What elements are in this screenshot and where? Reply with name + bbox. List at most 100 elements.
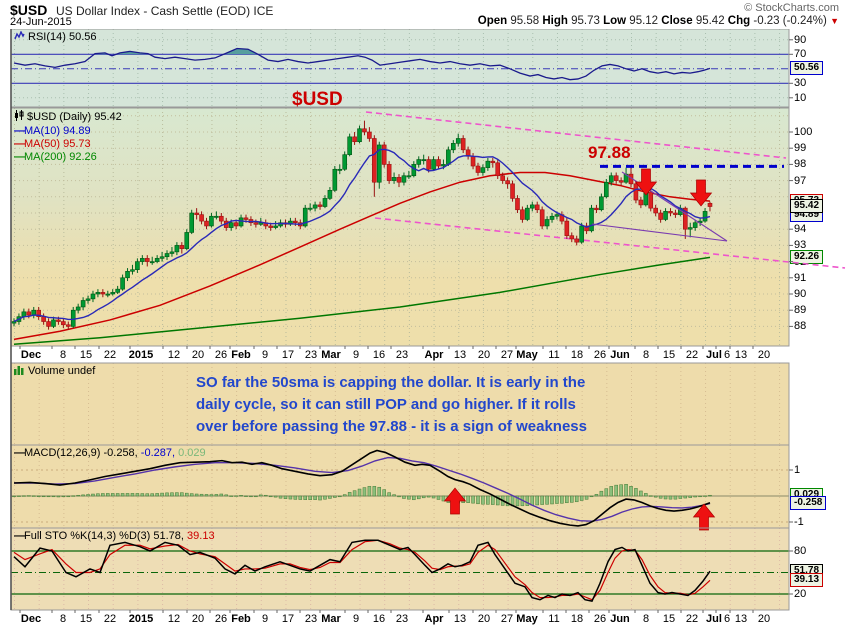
macd-signal-value: -0.287, <box>140 447 176 459</box>
x-axis-label: Jul <box>706 613 722 625</box>
x-axis-label: 22 <box>103 349 117 361</box>
close-label: Close <box>661 15 693 27</box>
x-axis-label: 9 <box>261 349 269 361</box>
x-axis-label: Dec <box>20 349 42 361</box>
x-axis-label: May <box>516 349 538 361</box>
x-axis-label: 2015 <box>128 349 154 361</box>
x-axis-label: Dec <box>20 613 42 625</box>
ma50-swatch-icon: — <box>14 138 25 150</box>
note-line-2: daily cycle, so it can still POP and go … <box>196 396 576 413</box>
x-axis-label: 8 <box>59 349 67 361</box>
ma50-legend: —MA(50) 95.73 <box>14 138 91 150</box>
current-value-box: 95.73 <box>790 194 824 209</box>
x-axis-label: 23 <box>395 613 409 625</box>
x-axis-label: 20 <box>477 613 491 625</box>
note-line-1: SO far the 50sma is capping the dollar. … <box>196 374 586 391</box>
x-axis-label: 26 <box>214 349 228 361</box>
susd-annotation: $USD <box>292 89 343 110</box>
y-axis-tick: 1 <box>794 464 801 476</box>
chg-label: Chg <box>727 15 751 27</box>
x-axis-label: Feb <box>231 613 251 625</box>
y-axis-tick: 90 <box>794 33 807 46</box>
x-axis-label: Feb <box>231 349 251 361</box>
y-axis-tick: 97 <box>794 174 807 187</box>
x-axis-label: 23 <box>395 349 409 361</box>
x-axis-label: Jun <box>610 613 630 625</box>
x-axis-label: 11 <box>548 349 560 361</box>
x-axis-label: Mar <box>321 349 341 361</box>
volume-legend: Volume undef <box>14 365 95 378</box>
x-axis-label: 13 <box>734 613 748 625</box>
symbol: $USD <box>10 2 48 18</box>
y-axis-tick: 98 <box>794 158 807 171</box>
current-value-box: 92.26 <box>790 250 824 265</box>
change-down-triangle-icon: ▼ <box>830 16 839 26</box>
x-axis-label: 20 <box>477 349 491 361</box>
x-axis-label: Mar <box>321 613 341 625</box>
macd-hist-value: 0.029 <box>178 447 206 459</box>
x-axis-label: 12 <box>167 613 181 625</box>
x-axis-label: 12 <box>167 349 181 361</box>
x-axis-label: 16 <box>372 613 386 625</box>
rsi-line-icon <box>14 30 25 44</box>
current-value-box: -0.258 <box>790 495 827 510</box>
y-axis-tick: 80 <box>794 545 807 557</box>
rsi-panel <box>11 29 789 107</box>
x-axis-label: 22 <box>685 349 699 361</box>
x-axis-label: Jul <box>706 349 722 361</box>
ma200-legend: —MA(200) 92.26 <box>14 151 97 163</box>
macd-legend: —MACD(12,26,9) -0.258, -0.287, 0.029 <box>14 447 206 459</box>
rsi-legend-text: RSI(14) 50.56 <box>28 31 97 43</box>
x-axis-label: 8 <box>642 613 650 625</box>
x-axis-label: Jun <box>610 349 630 361</box>
x-axis-label: 13 <box>453 349 467 361</box>
x-axis-label: 13 <box>453 613 467 625</box>
x-axis-label: 9 <box>261 613 269 625</box>
y-axis-tick: 100 <box>794 126 813 138</box>
candlestick-icon <box>14 110 24 125</box>
resistance-annotation: 97.88 <box>588 143 631 162</box>
x-axis-label: Apr <box>424 349 444 361</box>
x-axis-label: 20 <box>191 349 205 361</box>
y-axis-tick: 70 <box>794 48 807 61</box>
current-value-box: 51.78 <box>790 564 824 579</box>
current-value-box: 95.42 <box>790 199 824 214</box>
x-axis-label: 22 <box>103 613 117 625</box>
x-axis-label: 6 <box>723 613 731 625</box>
close-value: 95.42 <box>695 15 725 27</box>
y-axis-tick: 20 <box>794 588 807 600</box>
x-axis-label: 15 <box>662 349 676 361</box>
copyright: © StockCharts.com <box>744 2 839 14</box>
open-label: Open <box>477 15 508 27</box>
x-axis-label: 27 <box>500 613 514 625</box>
y-axis-tick: 92 <box>794 255 807 268</box>
x-axis-label: 6 <box>723 349 731 361</box>
x-axis-label: 8 <box>642 349 650 361</box>
analysis-note: SO far the 50sma is capping the dollar. … <box>196 372 696 438</box>
x-axis-label: 2015 <box>128 613 154 625</box>
x-axis-label: 17 <box>281 349 295 361</box>
low-value: 95.12 <box>629 15 659 27</box>
ma200-swatch-icon: — <box>14 151 25 163</box>
sto-k-value: 51.78, <box>153 530 184 542</box>
x-axis-label: 18 <box>570 613 584 625</box>
price-panel <box>11 108 789 346</box>
x-axis-label: 22 <box>685 613 699 625</box>
sto-swatch-icon: — <box>14 530 25 542</box>
x-axis-label: 16 <box>372 349 386 361</box>
note-line-3: over before passing the 97.88 - it is a … <box>196 418 587 435</box>
y-axis-tick: -1 <box>794 516 804 528</box>
current-value-box: 39.13 <box>790 573 824 588</box>
y-axis-tick: 94 <box>794 223 807 236</box>
x-axis-top: Dec 8 15 22 2015 12 20 26 Feb 9 17 23 Mar 9 16 23 Apr 13 2… <box>11 346 789 363</box>
price-legend-main: $USD (Daily) 95.42 <box>14 110 122 125</box>
ohlc-quote: Open 95.58 High 95.73 Low 95.12 Close 95… <box>478 15 839 27</box>
sto-legend: —Full STO %K(14,3) %D(3) 51.78, 39.13 <box>14 530 215 542</box>
x-axis-label: 9 <box>352 349 360 361</box>
x-axis-label: 9 <box>352 613 360 625</box>
x-axis-label: 15 <box>79 349 93 361</box>
x-axis-label: 11 <box>548 613 560 625</box>
x-axis-label: 27 <box>500 349 514 361</box>
current-value-box: 94.89 <box>790 207 824 222</box>
rsi-legend: RSI(14) 50.56 <box>14 30 97 44</box>
